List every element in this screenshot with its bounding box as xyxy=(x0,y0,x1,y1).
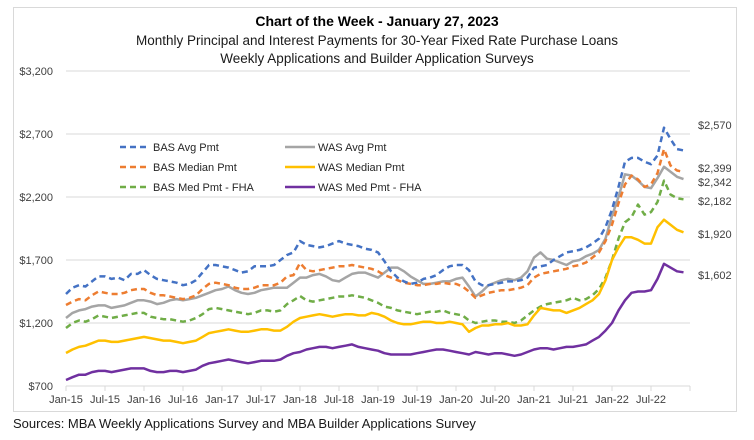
x-tick-label: Jan-15 xyxy=(49,394,83,406)
x-tick-label: Jul-20 xyxy=(480,394,510,406)
end-label: $2,342 xyxy=(698,177,732,189)
y-tick-label: $2,200 xyxy=(19,192,53,204)
end-label: $1,602 xyxy=(698,270,732,282)
legend-label: BAS Median Pmt xyxy=(153,162,237,174)
y-tick-label: $700 xyxy=(29,381,53,393)
chart-frame xyxy=(13,7,737,412)
series-line-was-med-pmt-fha xyxy=(65,262,684,382)
legend-label: WAS Med Pmt - FHA xyxy=(318,182,422,194)
x-tick-label: Jan-22 xyxy=(595,394,629,406)
series-line-was-avg-pmt xyxy=(65,165,684,319)
legend-label: WAS Avg Pmt xyxy=(318,142,386,154)
x-tick-label: Jul-18 xyxy=(324,394,354,406)
x-tick-label: Jul-22 xyxy=(636,394,666,406)
legend: BAS Avg Pmt BAS Median Pmt BAS Med Pmt - F… xyxy=(120,142,422,194)
line-chart: Chart of the Week - January 27, 2023 Mon… xyxy=(19,13,732,406)
end-label: $2,399 xyxy=(698,163,732,175)
legend-label: BAS Med Pmt - FHA xyxy=(153,182,255,194)
chart-subtitle-2: Weekly Applications and Builder Applicat… xyxy=(220,51,534,66)
legend-label: WAS Median Pmt xyxy=(318,162,404,174)
end-label: $2,182 xyxy=(698,196,732,208)
x-axis: Jan-15 Jul-15 Jan-16 Jul-16 Jan-17 Jul-17 Jan-… xyxy=(49,385,691,406)
x-tick-label: Jul-15 xyxy=(90,394,120,406)
chart-subtitle-1: Monthly Principal and Interest Payments … xyxy=(136,33,618,48)
sources-note: Sources: MBA Weekly Applications Survey … xyxy=(13,416,476,431)
x-tick-label: Jan-21 xyxy=(517,394,551,406)
end-label: $2,570 xyxy=(698,120,732,132)
y-tick-label: $1,700 xyxy=(19,255,53,267)
x-tick-label: Jan-16 xyxy=(127,394,161,406)
series-lines xyxy=(65,126,684,382)
end-label: $1,920 xyxy=(698,229,732,241)
x-tick-label: Jul-19 xyxy=(402,394,432,406)
series-line-bas-avg-pmt xyxy=(65,126,684,295)
x-tick-label: Jan-20 xyxy=(439,394,473,406)
chart-title: Chart of the Week - January 27, 2023 xyxy=(255,13,498,29)
gridlines xyxy=(66,70,690,324)
y-tick-label: $3,200 xyxy=(19,66,53,78)
y-axis-labels: $700 $1,200 $1,700 $2,200 $2,700 $3,200 xyxy=(19,66,53,393)
x-tick-label: Jul-16 xyxy=(168,394,198,406)
series-line-was-median-pmt xyxy=(65,218,684,355)
x-tick-label: Jul-21 xyxy=(558,394,588,406)
y-tick-label: $1,200 xyxy=(19,318,53,330)
x-tick-label: Jul-17 xyxy=(246,394,276,406)
y-tick-label: $2,700 xyxy=(19,129,53,141)
legend-label: BAS Avg Pmt xyxy=(153,142,219,154)
x-tick-label: Jan-18 xyxy=(283,394,317,406)
x-tick-label: Jan-17 xyxy=(205,394,239,406)
x-tick-label: Jan-19 xyxy=(361,394,395,406)
end-labels: $2,570 $2,342 $2,399 $1,920 $2,182 $1,602 xyxy=(698,120,732,282)
